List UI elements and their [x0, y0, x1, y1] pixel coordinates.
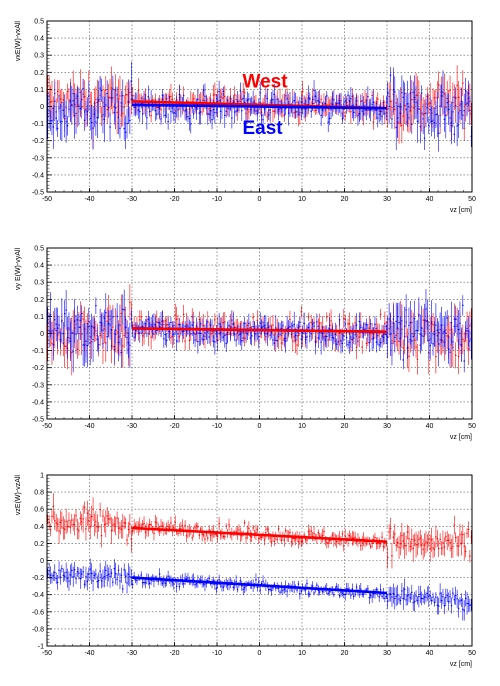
- y-tick-label: 0.2: [34, 297, 44, 304]
- y-axis: -0.5 -0.4 -0.3 -0.2 -0.1 0 0.1 0.2 0.3 0.4 0.5: [32, 19, 52, 197]
- series-west: [47, 493, 472, 569]
- x-tick-label: 40: [426, 423, 434, 430]
- y-tick-label: 0: [40, 558, 44, 565]
- y-tick-label: -0.3: [32, 382, 44, 389]
- x-axis: -50 -40 -30 -20 -10 0 10 20 30 40 50: [42, 415, 476, 430]
- y-tick-label: -0.4: [32, 172, 44, 179]
- y-tick-label: 1: [40, 473, 44, 480]
- x-tick-label: -20: [169, 196, 179, 203]
- fit-line-west: [131, 526, 388, 543]
- y-tick-label: 0.2: [34, 70, 44, 77]
- x-axis-label: vz [cm]: [450, 661, 472, 668]
- x-tick-label: -40: [84, 196, 94, 203]
- y-tick-label: 0: [40, 331, 44, 338]
- fit-line-east: [131, 103, 388, 110]
- y-tick-label: -0.2: [32, 365, 44, 372]
- x-tick-label: -20: [169, 423, 179, 430]
- x-tick-label: -40: [84, 650, 94, 657]
- y-tick-label: 0.1: [34, 314, 44, 321]
- x-tick-label: -10: [212, 196, 222, 203]
- x-tick-label: 50: [468, 423, 476, 430]
- y-tick-label: 0.4: [34, 36, 44, 43]
- legend-west: West: [243, 72, 289, 93]
- y-tick-label: -0.8: [32, 626, 44, 633]
- x-tick-label: 20: [341, 650, 349, 657]
- y-axis: -1 -0.8 -0.6 -0.4 -0.2 0 0.2 0.4 0.6 0.8 1: [32, 473, 52, 651]
- grid: [47, 475, 472, 646]
- y-tick-label: -0.2: [32, 138, 44, 145]
- x-tick-label: -50: [42, 650, 52, 657]
- y-tick-label: 0.3: [34, 53, 44, 60]
- x-axis-label: vz [cm]: [450, 434, 472, 441]
- y-tick-label: 0.3: [34, 280, 44, 287]
- y-tick-label: 0.4: [34, 524, 44, 531]
- x-tick-label: 0: [258, 423, 262, 430]
- y-tick-label: 0: [40, 104, 44, 111]
- y-tick-label: -0.5: [32, 417, 44, 424]
- x-tick-label: 30: [383, 650, 391, 657]
- y-tick-label: 0.6: [34, 507, 44, 514]
- y-axis-label: vzE(W)-vzAll: [15, 475, 22, 515]
- y-tick-label: 0.5: [34, 246, 44, 253]
- x-tick-label: 10: [298, 650, 306, 657]
- y-tick-label: 0.4: [34, 263, 44, 270]
- x-tick-label: 10: [298, 196, 306, 203]
- y-tick-label: -0.2: [32, 575, 44, 582]
- x-tick-label: 10: [298, 423, 306, 430]
- chart-panel-1: -50 -40 -30 -20 -10 0 10 20 30 40 50-0.5-0.4-0.3-0…: [15, 19, 476, 215]
- x-tick-label: -30: [127, 423, 137, 430]
- y-tick-label: 0.1: [34, 87, 44, 94]
- fit-line-east: [131, 576, 388, 595]
- x-tick-label: 30: [383, 196, 391, 203]
- x-tick-label: 50: [468, 650, 476, 657]
- x-tick-label: -30: [127, 650, 137, 657]
- x-axis-label: vz [cm]: [450, 207, 472, 214]
- y-tick-label: 0.2: [34, 541, 44, 548]
- y-tick-label: 0.8: [34, 490, 44, 497]
- x-tick-label: -50: [42, 423, 52, 430]
- y-tick-label: -0.4: [32, 399, 44, 406]
- x-tick-label: 50: [468, 196, 476, 203]
- y-tick-label: -0.5: [32, 190, 44, 197]
- y-tick-label: -0.1: [32, 348, 44, 355]
- chart-panel-3: -50 -40 -30 -20 -10 0 10 20 30 40 50-1-0.8-0.6-0.4…: [15, 473, 476, 669]
- y-axis-label: vy E(W)-vyAll: [15, 248, 22, 290]
- y-tick-label: -0.4: [32, 592, 44, 599]
- fit-line-west: [131, 327, 388, 334]
- x-tick-label: 0: [258, 196, 262, 203]
- y-axis-label: vxE(W)-vxAll: [15, 21, 22, 61]
- x-tick-label: -50: [42, 196, 52, 203]
- x-tick-label: 40: [426, 650, 434, 657]
- y-tick-label: -1: [38, 644, 44, 651]
- series-east: [47, 558, 472, 621]
- legend-east: East: [243, 118, 284, 139]
- x-tick-label: -40: [84, 423, 94, 430]
- y-tick-label: 0.5: [34, 19, 44, 26]
- series-east: [47, 61, 472, 152]
- x-tick-label: -10: [212, 423, 222, 430]
- x-axis: -50 -40 -30 -20 -10 0 10 20 30 40 50: [42, 642, 476, 657]
- x-tick-label: 40: [426, 196, 434, 203]
- y-tick-label: -0.3: [32, 155, 44, 162]
- y-axis: -0.5 -0.4 -0.3 -0.2 -0.1 0 0.1 0.2 0.3 0.4 0.5: [32, 246, 52, 424]
- x-tick-label: 20: [341, 196, 349, 203]
- x-tick-label: 0: [258, 650, 262, 657]
- grid: [47, 248, 472, 419]
- x-tick-label: 30: [383, 423, 391, 430]
- x-tick-label: -20: [169, 650, 179, 657]
- y-tick-label: -0.6: [32, 609, 44, 616]
- x-axis: -50 -40 -30 -20 -10 0 10 20 30 40 50: [42, 188, 476, 203]
- chart-panel-2: -50 -40 -30 -20 -10 0 10 20 30 40 50-0.5-0.4-0.3-0…: [15, 246, 476, 442]
- x-tick-label: 20: [341, 423, 349, 430]
- x-tick-label: -30: [127, 196, 137, 203]
- y-tick-label: -0.1: [32, 121, 44, 128]
- x-tick-label: -10: [212, 650, 222, 657]
